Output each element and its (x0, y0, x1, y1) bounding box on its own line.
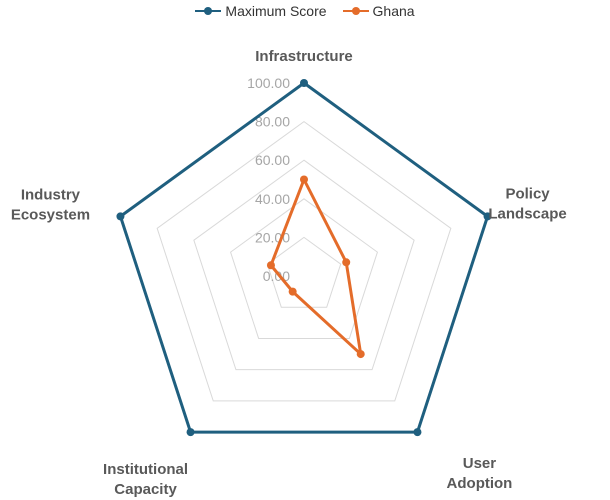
tick-label: 100.00 (247, 75, 290, 91)
data-point[interactable] (116, 212, 125, 221)
axis-label: Institutional Capacity (103, 461, 188, 498)
data-point[interactable] (186, 428, 195, 437)
data-point[interactable] (356, 350, 365, 359)
grid-ring (193, 159, 415, 371)
legend-swatch-maximum-score (195, 6, 222, 16)
legend: Maximum Score Ghana (0, 0, 610, 22)
data-point[interactable] (300, 79, 308, 87)
grid-ring (156, 120, 452, 402)
data-point[interactable] (483, 212, 492, 221)
series-line-0 (118, 81, 490, 434)
tick-label: 80.00 (255, 114, 290, 130)
legend-item-maximum-score[interactable]: Maximum Score (195, 3, 327, 19)
axis-label: Infrastructure (255, 48, 353, 65)
legend-label-maximum-score: Maximum Score (225, 3, 327, 19)
radar-series (116, 79, 492, 437)
axis-label: Policy Landscape (488, 185, 566, 222)
axis-label: User Adoption (447, 455, 513, 492)
data-point[interactable] (342, 258, 351, 267)
data-point[interactable] (288, 287, 297, 296)
tick-label: 60.00 (255, 152, 290, 168)
radar-grid (119, 82, 489, 433)
tick-label: 40.00 (255, 191, 290, 207)
axis-labels: Infrastructure Policy Landscape User Adoptio… (11, 48, 567, 498)
data-point[interactable] (266, 261, 275, 270)
grid-ring (229, 198, 379, 339)
legend-label-ghana: Ghana (372, 3, 415, 19)
data-point[interactable] (413, 428, 422, 437)
series-line-1 (269, 178, 363, 356)
axis-label: Industry Ecosystem (11, 186, 90, 223)
legend-swatch-ghana (342, 6, 369, 16)
grid-ring (119, 82, 489, 433)
legend-item-ghana[interactable]: Ghana (342, 3, 415, 19)
data-point[interactable] (300, 175, 308, 184)
